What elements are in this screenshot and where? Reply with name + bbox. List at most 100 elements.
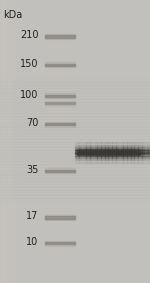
- Bar: [123, 152, 127, 153]
- Bar: [27, 0, 29, 283]
- Bar: [0, 232, 150, 235]
- Bar: [90, 147, 93, 148]
- Bar: [138, 142, 142, 143]
- Bar: [90, 150, 93, 151]
- Bar: [116, 162, 119, 163]
- Bar: [75, 156, 79, 158]
- Bar: [0, 246, 150, 249]
- Bar: [112, 152, 116, 153]
- Bar: [75, 142, 79, 143]
- Bar: [0, 93, 150, 96]
- Bar: [0, 25, 150, 28]
- Bar: [120, 149, 123, 150]
- Bar: [101, 153, 105, 154]
- Bar: [116, 155, 119, 156]
- Bar: [79, 149, 82, 150]
- Bar: [127, 155, 130, 156]
- Bar: [0, 8, 150, 11]
- Bar: [68, 0, 69, 283]
- Bar: [131, 153, 134, 154]
- Bar: [112, 145, 116, 146]
- Text: 17: 17: [26, 211, 39, 222]
- Bar: [0, 59, 150, 62]
- Bar: [97, 156, 101, 158]
- Bar: [0, 243, 150, 246]
- Bar: [0, 105, 150, 108]
- Bar: [82, 162, 86, 163]
- Bar: [44, 0, 45, 283]
- Bar: [116, 145, 119, 146]
- Bar: [120, 147, 123, 148]
- Bar: [112, 162, 116, 163]
- Bar: [0, 252, 150, 255]
- Bar: [0, 3, 150, 6]
- Bar: [17, 0, 18, 283]
- Bar: [90, 162, 93, 163]
- Bar: [131, 142, 134, 143]
- Bar: [75, 152, 79, 153]
- Bar: [101, 156, 105, 158]
- Bar: [138, 150, 142, 151]
- Bar: [131, 150, 134, 151]
- Bar: [0, 238, 150, 241]
- Bar: [0, 68, 150, 71]
- Bar: [116, 159, 119, 160]
- Bar: [108, 149, 112, 150]
- Bar: [120, 142, 123, 143]
- Bar: [101, 159, 105, 160]
- Bar: [134, 162, 138, 163]
- Bar: [0, 167, 150, 170]
- Bar: [66, 0, 68, 283]
- Bar: [105, 156, 108, 158]
- Bar: [0, 156, 150, 158]
- Bar: [131, 149, 134, 150]
- Bar: [108, 153, 112, 154]
- Bar: [0, 28, 150, 31]
- Bar: [94, 155, 97, 156]
- Bar: [123, 145, 127, 146]
- Bar: [45, 241, 75, 243]
- Bar: [120, 162, 123, 163]
- Bar: [120, 145, 123, 146]
- Bar: [138, 162, 142, 163]
- Bar: [105, 162, 108, 163]
- Bar: [0, 108, 150, 110]
- Bar: [0, 6, 150, 8]
- Bar: [90, 152, 93, 153]
- Bar: [56, 0, 57, 283]
- Bar: [94, 150, 97, 151]
- Bar: [45, 170, 75, 172]
- Bar: [116, 149, 119, 150]
- Bar: [9, 0, 11, 283]
- Bar: [123, 150, 127, 151]
- Bar: [123, 155, 127, 156]
- Bar: [30, 0, 32, 283]
- Bar: [105, 147, 108, 148]
- Bar: [105, 152, 108, 153]
- Text: 210: 210: [20, 30, 39, 40]
- Bar: [86, 142, 90, 143]
- Bar: [0, 170, 150, 173]
- Bar: [0, 142, 150, 144]
- Bar: [82, 156, 86, 158]
- Bar: [0, 147, 150, 150]
- Bar: [108, 155, 112, 156]
- Bar: [134, 153, 138, 154]
- Bar: [108, 145, 112, 146]
- Bar: [15, 0, 17, 283]
- Bar: [112, 159, 116, 160]
- Bar: [127, 153, 130, 154]
- Bar: [123, 156, 127, 158]
- Bar: [0, 226, 150, 229]
- Bar: [82, 145, 86, 146]
- Bar: [108, 150, 112, 151]
- Bar: [0, 88, 150, 91]
- Bar: [146, 162, 149, 163]
- Bar: [0, 116, 150, 119]
- Bar: [0, 54, 150, 57]
- Bar: [45, 243, 75, 246]
- Bar: [142, 142, 145, 143]
- Bar: [53, 0, 54, 283]
- Bar: [108, 156, 112, 158]
- Bar: [0, 96, 150, 99]
